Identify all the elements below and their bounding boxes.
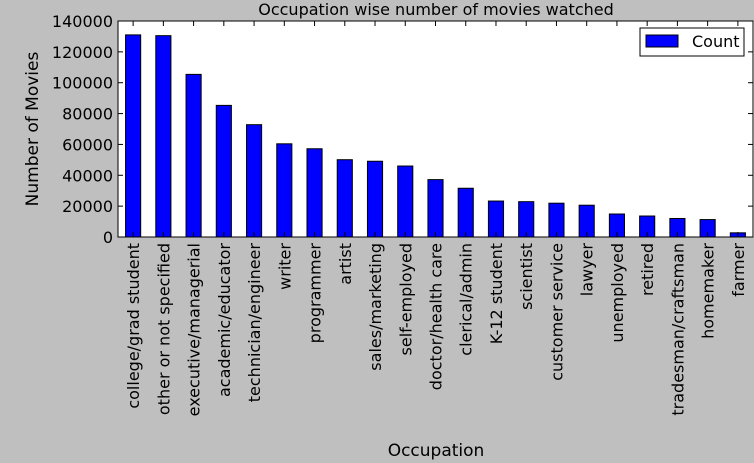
x-tick-label: tradesman/craftsman <box>668 243 687 416</box>
bar <box>548 202 565 238</box>
y-tick-label: 60000 <box>62 135 113 154</box>
y-tick-label: 40000 <box>62 166 113 185</box>
bars-group <box>125 34 746 238</box>
legend-label: Count <box>692 32 740 51</box>
x-tick-label: sales/marketing <box>366 243 385 371</box>
bar <box>397 165 414 238</box>
bar <box>276 143 293 238</box>
x-tick-label: doctor/health care <box>427 243 446 390</box>
x-tick-label: artist <box>336 243 355 285</box>
x-tick-label: lawyer <box>578 243 597 297</box>
legend-swatch <box>645 34 679 48</box>
x-tick-label: other or not specified <box>154 243 173 415</box>
bar <box>366 160 384 238</box>
x-tick-label: unemployed <box>608 243 627 343</box>
x-tick-label: writer <box>275 243 294 290</box>
bar <box>487 200 505 238</box>
x-tick-label: college/grad student <box>124 243 143 409</box>
y-axis-tick-labels: 0 20000 40000 60000 80000 100000 120000 140000 <box>52 12 113 247</box>
legend: Count <box>639 27 745 57</box>
x-tick-label: customer service <box>547 243 566 381</box>
y-axis-label: Number of Movies <box>23 52 43 207</box>
bar <box>215 104 232 238</box>
bar <box>246 124 263 238</box>
y-tick-label: 80000 <box>62 105 113 124</box>
plot-area <box>117 20 754 238</box>
x-axis-tick-labels: college/grad student other or not specifi… <box>124 243 748 417</box>
x-tick-label: academic/educator <box>215 243 234 397</box>
x-tick-label: scientist <box>517 243 536 310</box>
x-tick-label: K-12 student <box>487 243 506 344</box>
bar <box>457 187 474 238</box>
bar <box>518 201 535 238</box>
y-tick-label: 20000 <box>62 197 113 216</box>
x-tick-label: technician/engineer <box>245 243 264 403</box>
x-tick-label: homemaker <box>699 243 718 339</box>
bar <box>185 73 202 238</box>
chart-title: Occupation wise number of movies watched <box>258 0 614 19</box>
x-axis-label: Occupation <box>388 441 485 461</box>
x-tick-label: executive/managerial <box>185 243 204 416</box>
x-tick-label: programmer <box>306 243 325 344</box>
bar <box>125 34 142 238</box>
bar <box>306 148 323 238</box>
y-tick-label: 100000 <box>52 74 113 93</box>
bar <box>336 159 353 238</box>
y-tick-label: 120000 <box>52 43 113 62</box>
x-tick-label: retired <box>638 243 657 296</box>
x-tick-label: self-employed <box>396 243 415 355</box>
bar <box>427 179 444 238</box>
axis-ticks <box>118 20 753 238</box>
y-tick-label: 140000 <box>52 12 113 31</box>
x-tick-label: farmer <box>729 243 748 297</box>
x-tick-label: clerical/admin <box>457 243 476 356</box>
bar <box>155 35 172 238</box>
y-tick-label: 0 <box>103 228 113 247</box>
